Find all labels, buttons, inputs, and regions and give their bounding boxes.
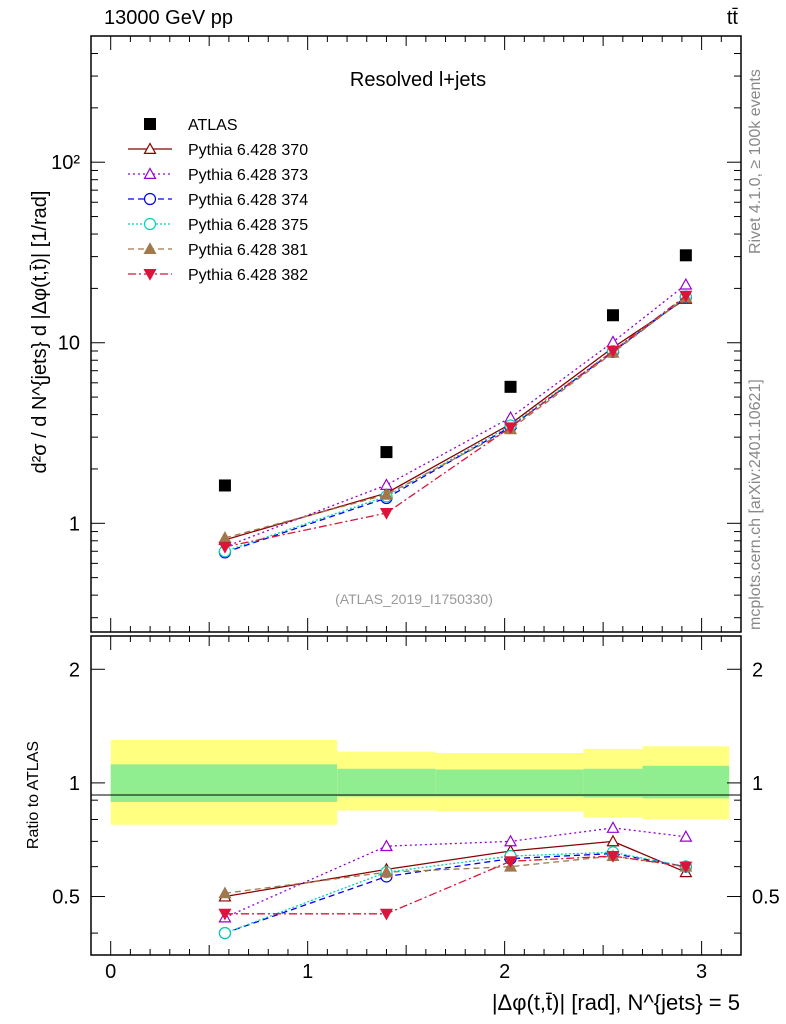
series-line <box>224 284 687 548</box>
data-point <box>379 478 393 490</box>
band-inner <box>642 765 730 799</box>
data-point <box>379 487 393 500</box>
ratio-point <box>504 834 518 847</box>
legend-label: ATLAS <box>188 117 238 134</box>
ratio-point <box>379 839 393 852</box>
ratio-point <box>379 865 393 878</box>
legend-label: Pythia 6.428 381 <box>188 242 308 259</box>
legend-label: Pythia 6.428 373 <box>188 167 308 184</box>
ratio-y-tick-label-right: 2 <box>752 659 763 681</box>
data-point <box>679 290 693 303</box>
ratio-series-line <box>224 851 686 934</box>
data-point <box>504 380 517 393</box>
legend-marker <box>143 269 157 281</box>
ratio-plot-frame <box>90 635 742 956</box>
legend-label: Pythia 6.428 370 <box>188 142 308 159</box>
ratio-y-tick-label-right: 0.5 <box>752 887 780 909</box>
ratio-point <box>379 908 393 921</box>
ratio-point <box>218 927 232 940</box>
series-line <box>224 296 687 554</box>
legend-marker <box>143 167 157 179</box>
ratio-point <box>504 856 518 869</box>
ratio-plot-panel: Ratio to ATLAS 0.5 0.5 1 1 2 2 <box>25 635 780 956</box>
y-tick-label: 1 <box>69 513 80 535</box>
legend-marker <box>143 142 157 154</box>
ratio-plot-series <box>218 821 693 940</box>
ratio-point <box>606 834 620 847</box>
data-point <box>379 508 393 520</box>
band-inner <box>337 768 436 797</box>
data-point <box>606 335 620 347</box>
ratio-point <box>606 851 620 863</box>
main-plot-ylabel: d²σ / d N^{jets} d |Δφ(t,t̄)| [1/rad] <box>29 191 51 474</box>
data-point <box>218 479 231 492</box>
ratio-series-line <box>224 852 686 934</box>
legend-label: Pythia 6.428 374 <box>188 192 308 209</box>
legend-marker <box>144 118 156 130</box>
data-point <box>606 309 619 322</box>
data-point <box>679 277 693 290</box>
ratio-y-tick-label-left: 1 <box>69 773 80 795</box>
band-inner <box>110 764 338 803</box>
ratio-uncertainty-band <box>110 739 730 825</box>
series-line <box>224 298 687 541</box>
energy-label: 13000 GeV pp <box>104 7 233 29</box>
ratio-point <box>679 830 693 842</box>
process-label: tt̄ <box>727 7 739 29</box>
data-point <box>504 422 518 435</box>
ratio-series-line <box>224 855 686 894</box>
main-plot-title: Resolved l+jets <box>350 69 486 91</box>
ratio-point <box>679 861 693 874</box>
x-axis-label: |Δφ(t,t̄)| [rad], N^{jets} = 5 <box>492 990 740 1015</box>
legend-marker <box>143 242 157 254</box>
x-tick-label: 0 <box>105 961 116 983</box>
ratio-y-tick-label-left: 2 <box>69 659 80 681</box>
main-plot-panel: Resolved l+jets (ATLAS_2019_I1750330) d²… <box>29 35 742 633</box>
y-tick-label: 10 <box>58 333 80 355</box>
data-point <box>679 249 692 262</box>
ratio-plot-ticks <box>91 636 741 955</box>
series-line <box>224 296 687 552</box>
ratio-point <box>218 908 232 921</box>
y-tick-label: 10² <box>51 152 80 174</box>
series-line <box>224 295 687 548</box>
ratio-point <box>218 886 232 899</box>
band-inner <box>583 768 643 798</box>
legend: ATLAS Pythia 6.428 370 Pythia 6.428 373 Pyt… <box>128 117 308 284</box>
data-point <box>380 446 393 459</box>
ratio-y-tick-label-left: 0.5 <box>52 887 80 909</box>
band-inner <box>435 769 584 797</box>
ratio-plot-ylabel: Ratio to ATLAS <box>25 741 42 849</box>
main-plot-series <box>218 249 693 559</box>
ratio-series-line <box>224 855 686 915</box>
ratio-y-tick-label-right: 1 <box>752 773 763 795</box>
mcplots-label: mcplots.cern.ch [arXiv:2401.10621] <box>747 379 764 630</box>
data-point <box>218 541 232 554</box>
x-tick-label: 1 <box>302 961 313 983</box>
main-plot-y-tick-labels: 1 10 10² <box>51 152 80 535</box>
legend-label: Pythia 6.428 382 <box>188 267 308 284</box>
data-point <box>606 346 620 358</box>
legend-label: Pythia 6.428 375 <box>188 217 308 234</box>
x-tick-label: 3 <box>696 961 707 983</box>
main-plot-frame <box>90 35 742 633</box>
ratio-point <box>606 821 620 833</box>
x-tick-label: 2 <box>499 961 510 983</box>
analysis-tag: (ATLAS_2019_I1750330) <box>335 591 493 607</box>
series-line <box>224 297 687 539</box>
ratio-series-line <box>224 827 686 919</box>
legend-marker <box>143 192 157 206</box>
x-axis-tick-labels: 0 1 2 3 <box>105 961 707 983</box>
ratio-plot-y-tick-labels: 0.5 0.5 1 1 2 2 <box>52 659 780 908</box>
legend-marker <box>143 217 157 231</box>
rivet-label: Rivet 4.1.0, ≥ 100k events <box>747 69 764 254</box>
